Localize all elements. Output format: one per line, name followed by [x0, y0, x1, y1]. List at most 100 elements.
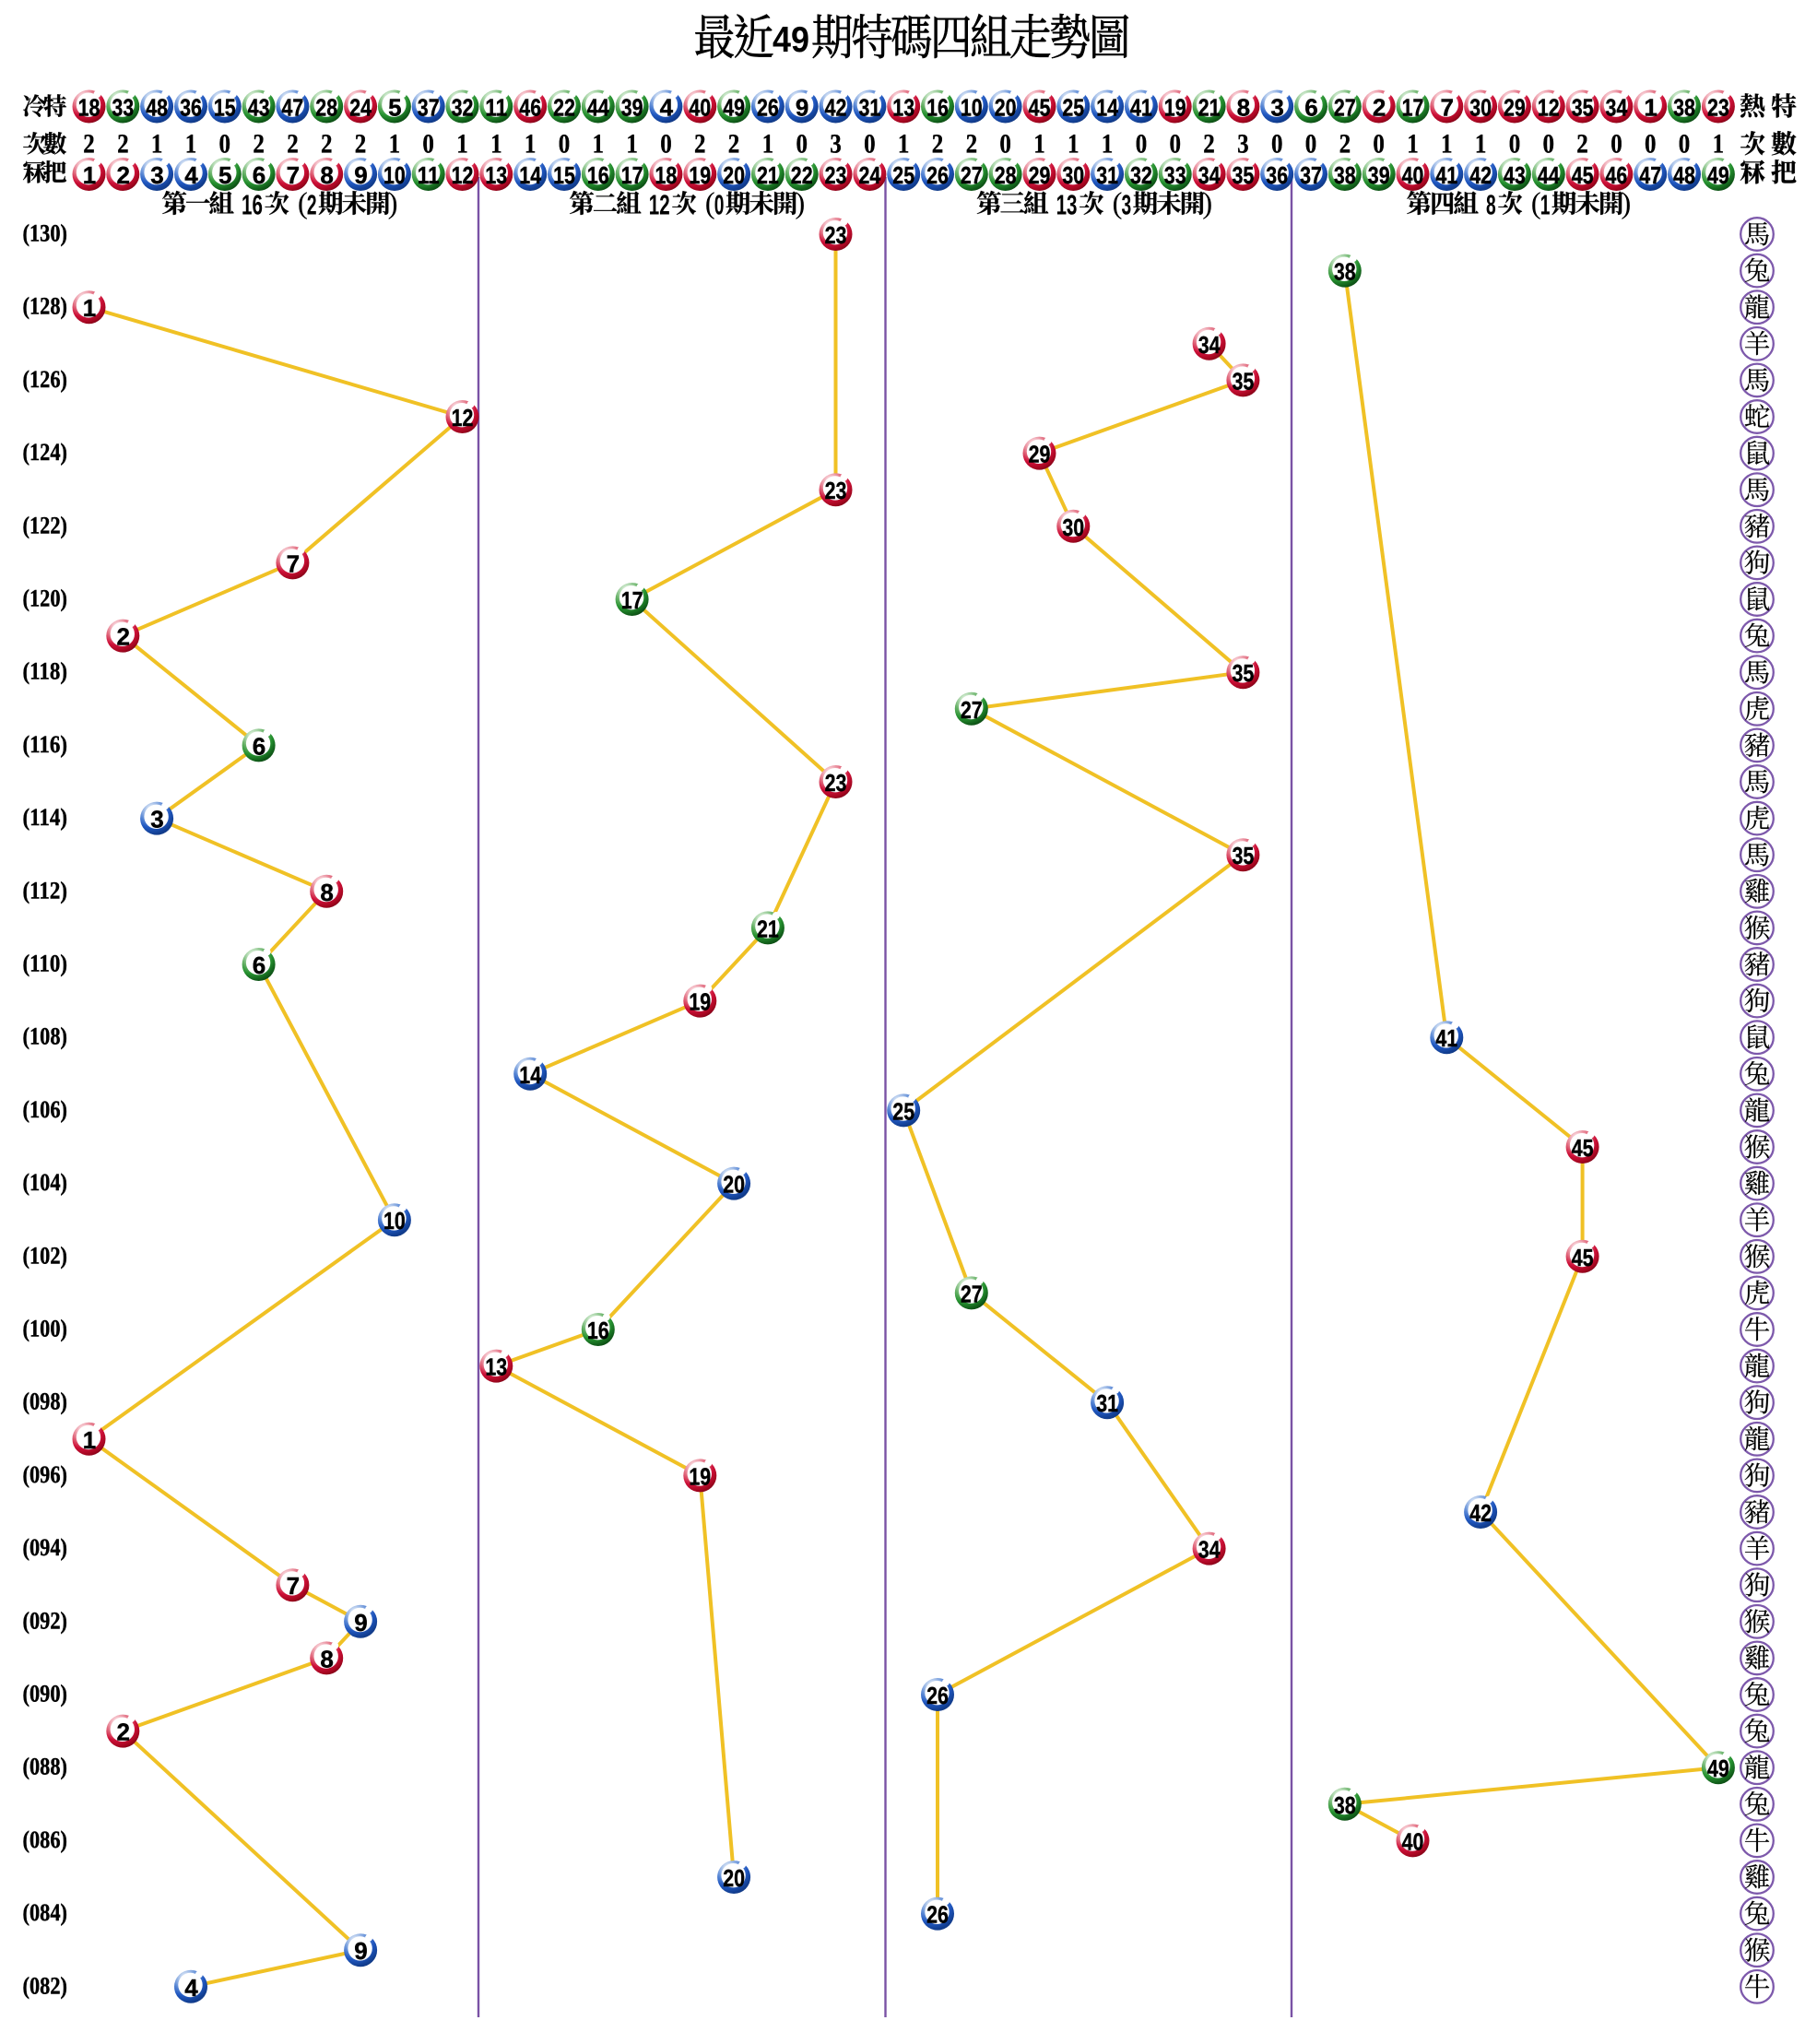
svg-text:3: 3 — [830, 130, 842, 160]
svg-text:1: 1 — [456, 130, 468, 160]
svg-text:(130): (130) — [23, 220, 68, 247]
svg-text:1: 1 — [626, 130, 638, 160]
svg-text:26: 26 — [926, 1901, 949, 1929]
svg-text:(116): (116) — [23, 731, 68, 758]
svg-text:28: 28 — [315, 93, 337, 121]
svg-text:1: 1 — [151, 130, 163, 160]
svg-text:40: 40 — [1402, 161, 1424, 189]
svg-text:44: 44 — [587, 93, 609, 121]
svg-text:(098): (098) — [23, 1388, 68, 1415]
svg-text:12: 12 — [452, 161, 474, 189]
svg-text:0: 0 — [1271, 130, 1283, 160]
svg-text:(090): (090) — [23, 1681, 68, 1707]
svg-text:0: 0 — [219, 130, 231, 160]
svg-text:1: 1 — [762, 130, 774, 160]
svg-text:45: 45 — [1572, 1134, 1594, 1162]
svg-text:1: 1 — [1407, 130, 1419, 160]
svg-text:36: 36 — [180, 93, 202, 121]
svg-text:23: 23 — [825, 221, 847, 249]
svg-text:30: 30 — [1062, 514, 1084, 541]
svg-text:0: 0 — [660, 130, 672, 160]
svg-text:3: 3 — [150, 806, 163, 833]
svg-text:34: 34 — [1606, 93, 1628, 121]
svg-text:31: 31 — [1096, 161, 1118, 189]
svg-text:0: 0 — [714, 189, 725, 221]
svg-text:13: 13 — [485, 1353, 507, 1381]
svg-text:17: 17 — [621, 161, 643, 189]
svg-text:0: 0 — [1610, 130, 1622, 160]
svg-text:7: 7 — [1441, 93, 1454, 121]
svg-text:47: 47 — [1639, 161, 1661, 189]
svg-text:(120): (120) — [23, 585, 68, 612]
svg-text:0: 0 — [999, 130, 1011, 160]
svg-text:2: 2 — [966, 130, 978, 160]
svg-text:9: 9 — [354, 1937, 367, 1965]
svg-text:(096): (096) — [23, 1461, 68, 1488]
svg-text:(088): (088) — [23, 1754, 68, 1780]
svg-text:26: 26 — [757, 93, 779, 121]
svg-text:22: 22 — [791, 161, 813, 189]
svg-text:(108): (108) — [23, 1023, 68, 1050]
svg-text:0: 0 — [1509, 130, 1521, 160]
svg-text:7: 7 — [287, 161, 300, 189]
svg-text:4: 4 — [184, 161, 198, 189]
svg-text:(082): (082) — [23, 1972, 68, 1999]
svg-text:4: 4 — [660, 93, 674, 121]
svg-text:12: 12 — [1538, 93, 1560, 121]
svg-text:2: 2 — [1373, 93, 1386, 121]
svg-text:14: 14 — [1096, 93, 1118, 121]
svg-text:10: 10 — [383, 161, 406, 189]
svg-text:(086): (086) — [23, 1826, 68, 1853]
svg-text:31: 31 — [1096, 1389, 1118, 1417]
svg-text:3: 3 — [1122, 189, 1132, 221]
svg-text:34: 34 — [1198, 1536, 1221, 1564]
svg-text:35: 35 — [1233, 161, 1255, 189]
svg-text:23: 23 — [825, 161, 847, 189]
svg-text:1: 1 — [525, 130, 537, 160]
svg-text:42: 42 — [1469, 1499, 1492, 1527]
svg-text:1: 1 — [1644, 93, 1657, 121]
svg-text:8: 8 — [1486, 189, 1496, 221]
svg-text:42: 42 — [825, 93, 847, 121]
svg-text:(112): (112) — [23, 877, 68, 904]
svg-text:(: ( — [1531, 187, 1541, 220]
svg-text:20: 20 — [723, 161, 745, 189]
svg-text:(118): (118) — [23, 658, 68, 685]
svg-text:28: 28 — [995, 161, 1017, 189]
svg-text:38: 38 — [1334, 258, 1356, 286]
svg-text:21: 21 — [757, 161, 779, 189]
svg-text:1: 1 — [389, 130, 401, 160]
svg-text:3: 3 — [1237, 130, 1249, 160]
svg-text:14: 14 — [519, 161, 541, 189]
svg-text:1: 1 — [1475, 130, 1487, 160]
svg-text:37: 37 — [418, 93, 440, 121]
svg-text:0: 0 — [1645, 130, 1657, 160]
svg-text:40: 40 — [1402, 1827, 1424, 1855]
svg-text:1: 1 — [1713, 130, 1725, 160]
svg-text:2: 2 — [117, 130, 129, 160]
svg-text:26: 26 — [926, 161, 949, 189]
svg-text:35: 35 — [1233, 367, 1255, 395]
svg-text:21: 21 — [757, 915, 779, 942]
svg-text:1: 1 — [1068, 130, 1079, 160]
svg-text:(104): (104) — [23, 1169, 68, 1196]
svg-text:32: 32 — [1130, 161, 1152, 189]
svg-text:43: 43 — [1504, 161, 1526, 189]
svg-text:23: 23 — [825, 477, 847, 504]
svg-text:0: 0 — [1305, 130, 1317, 160]
svg-text:0: 0 — [864, 130, 876, 160]
svg-text:20: 20 — [723, 1171, 745, 1199]
svg-text:5: 5 — [218, 161, 231, 189]
svg-text:3: 3 — [150, 161, 163, 189]
svg-text:36: 36 — [1266, 161, 1288, 189]
svg-text:24: 24 — [349, 93, 372, 121]
svg-text:22: 22 — [553, 93, 575, 121]
svg-text:): ) — [1621, 187, 1631, 220]
svg-text:): ) — [795, 187, 805, 220]
svg-text:6: 6 — [253, 732, 265, 760]
svg-text:23: 23 — [1707, 93, 1729, 121]
svg-text:25: 25 — [1062, 93, 1084, 121]
svg-text:2: 2 — [253, 130, 265, 160]
svg-text:1: 1 — [898, 130, 910, 160]
svg-text:16: 16 — [926, 93, 949, 121]
